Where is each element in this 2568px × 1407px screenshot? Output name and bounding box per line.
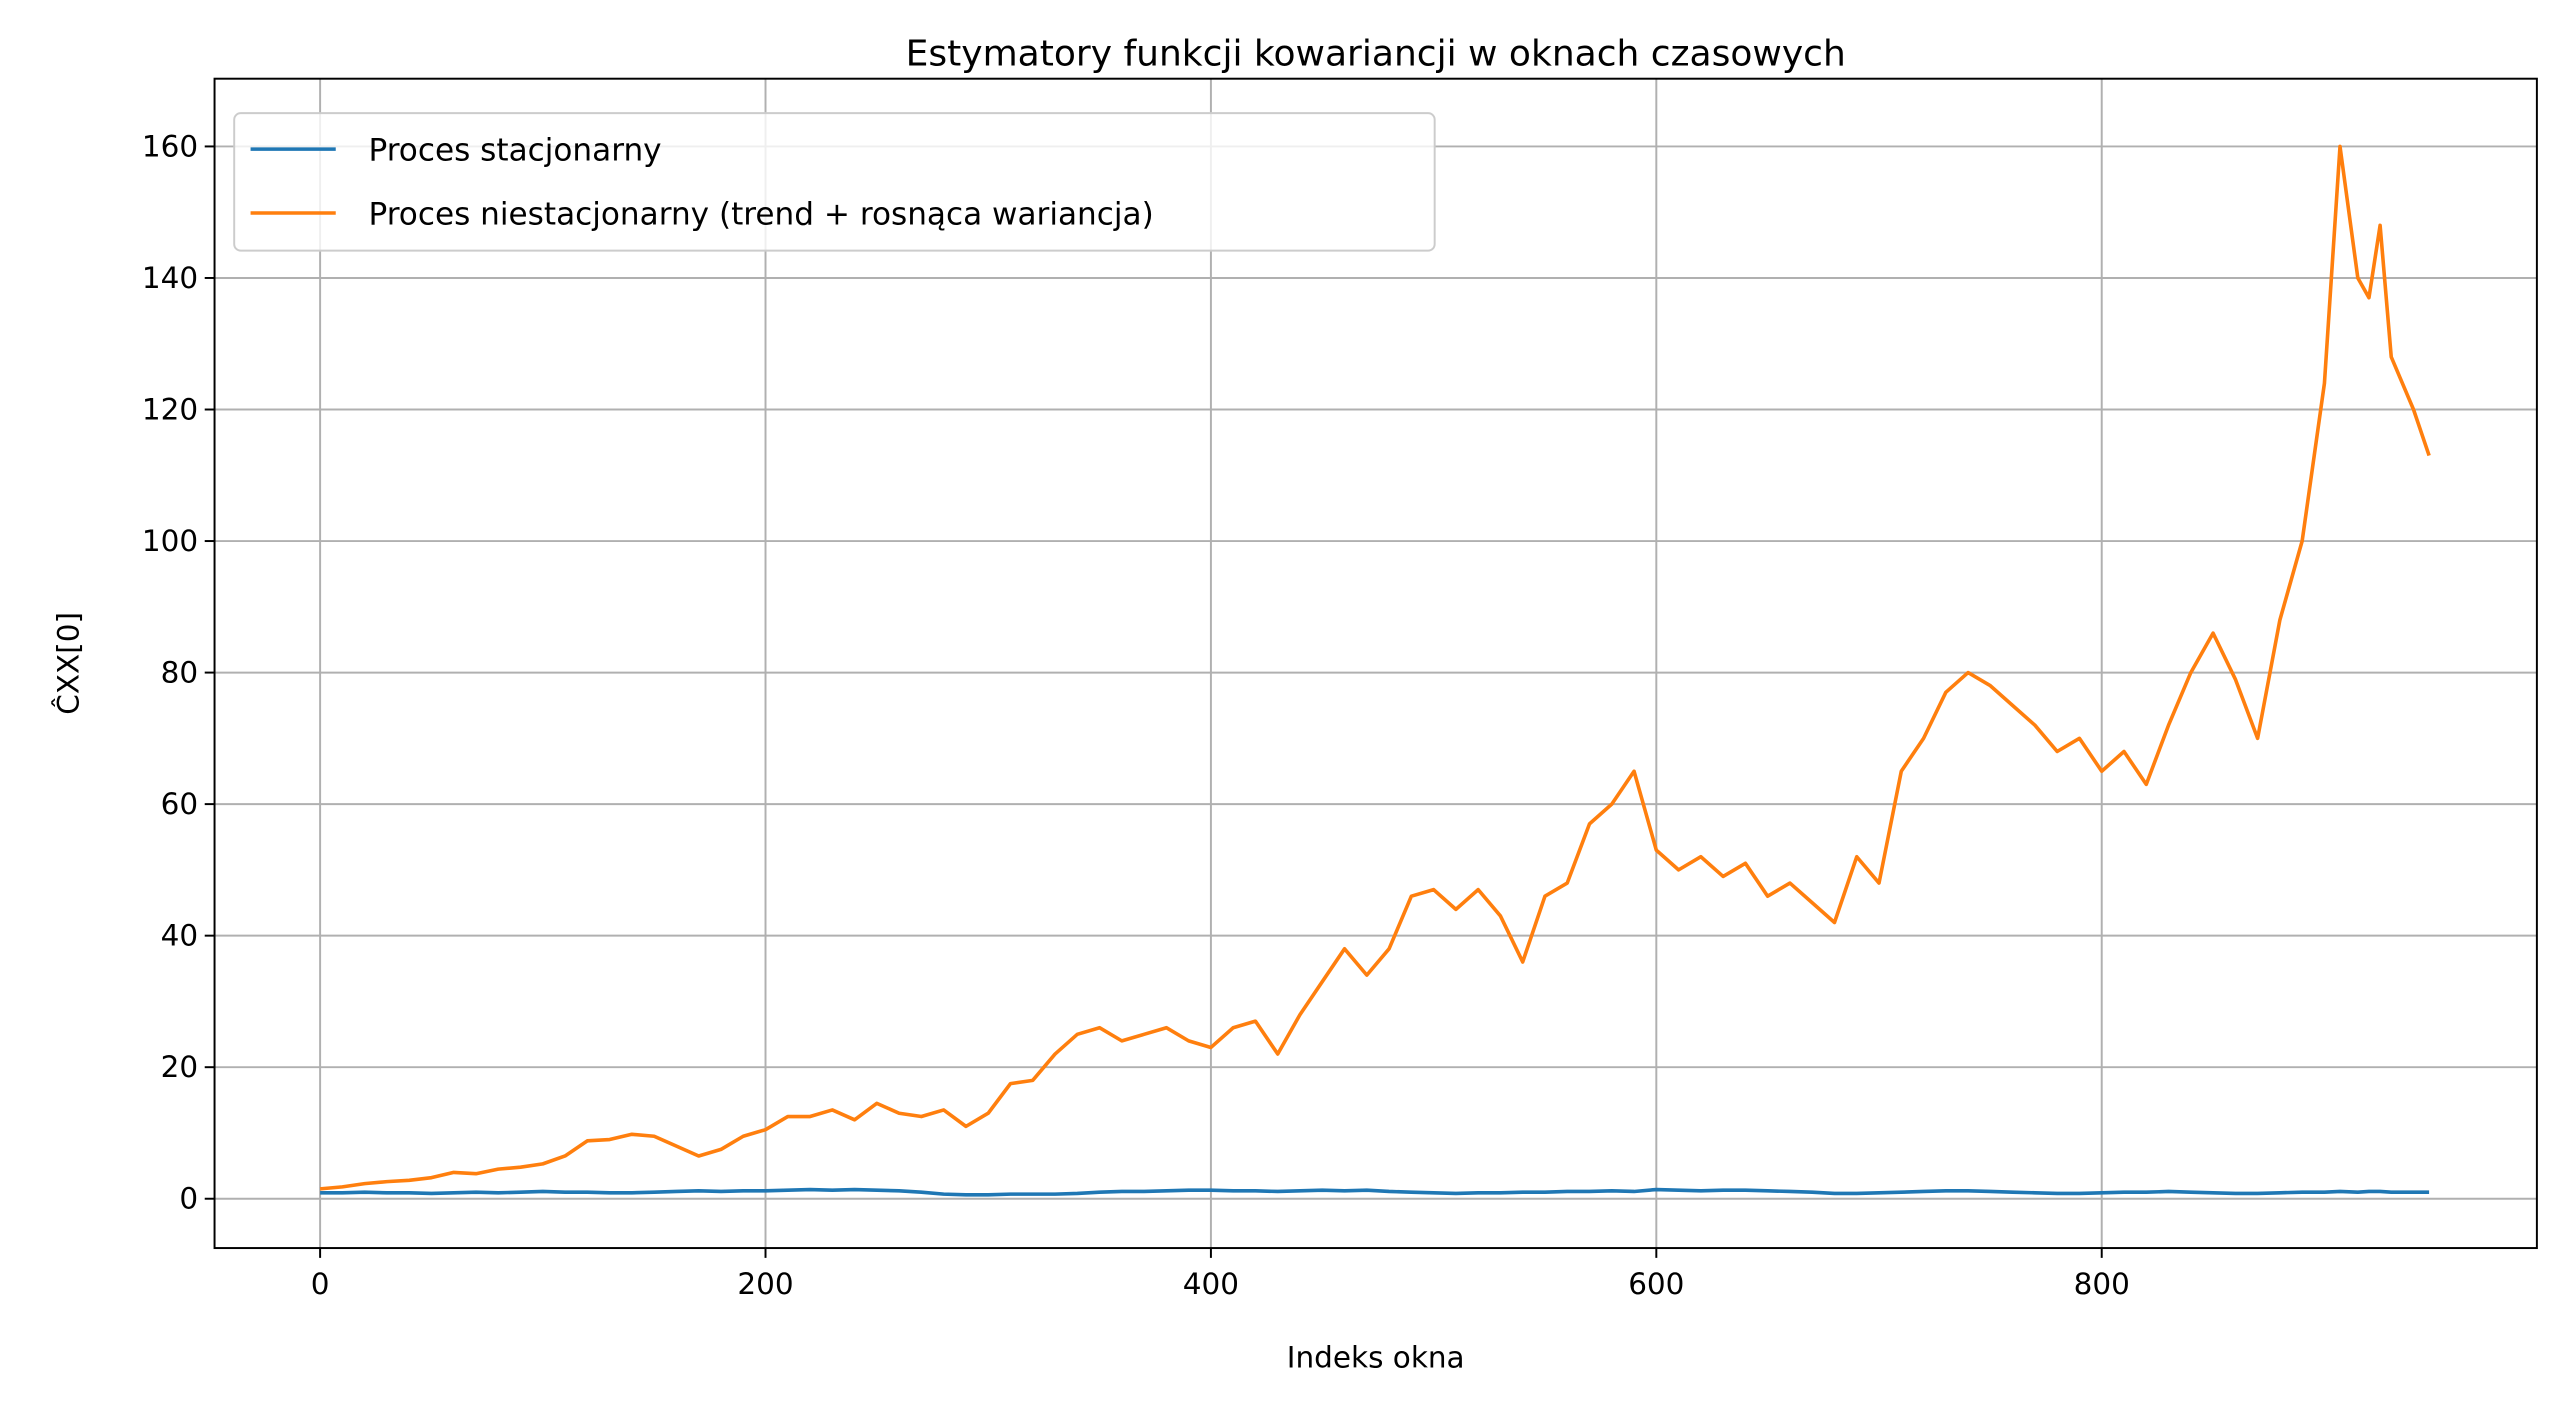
y-tick-label: 140 <box>142 261 198 295</box>
legend-box <box>233 112 1436 252</box>
legend-label: Proces stacjonarny <box>368 133 661 169</box>
series-line <box>320 1187 2430 1197</box>
x-tick-label: 800 <box>2074 1267 2130 1301</box>
y-tick-label: 160 <box>142 129 198 163</box>
y-tick-label: 100 <box>142 524 198 558</box>
x-tick-label: 600 <box>1628 1267 1684 1301</box>
x-tick-label: 200 <box>737 1267 793 1301</box>
x-tick-label: 0 <box>311 1267 330 1301</box>
legend-label: Proces niestacjonarny (trend + rosnąca w… <box>368 196 1153 232</box>
y-axis-label: ĈXX[0] <box>50 612 86 715</box>
series-line <box>319 144 2431 1191</box>
y-tick-label: 0 <box>179 1182 198 1216</box>
y-tick-label: 40 <box>161 918 199 952</box>
x-axis-label: Indeks okna <box>1287 1341 1465 1375</box>
y-tick-label: 60 <box>161 787 199 821</box>
plot-frame <box>213 77 2538 1250</box>
y-tick-label: 120 <box>142 392 198 426</box>
chart-title: Estymatory funkcji kowariancji w oknach … <box>906 34 1846 75</box>
y-tick-label: 80 <box>161 655 199 689</box>
y-tick-label: 20 <box>161 1050 199 1084</box>
x-tick-label: 400 <box>1183 1267 1239 1301</box>
